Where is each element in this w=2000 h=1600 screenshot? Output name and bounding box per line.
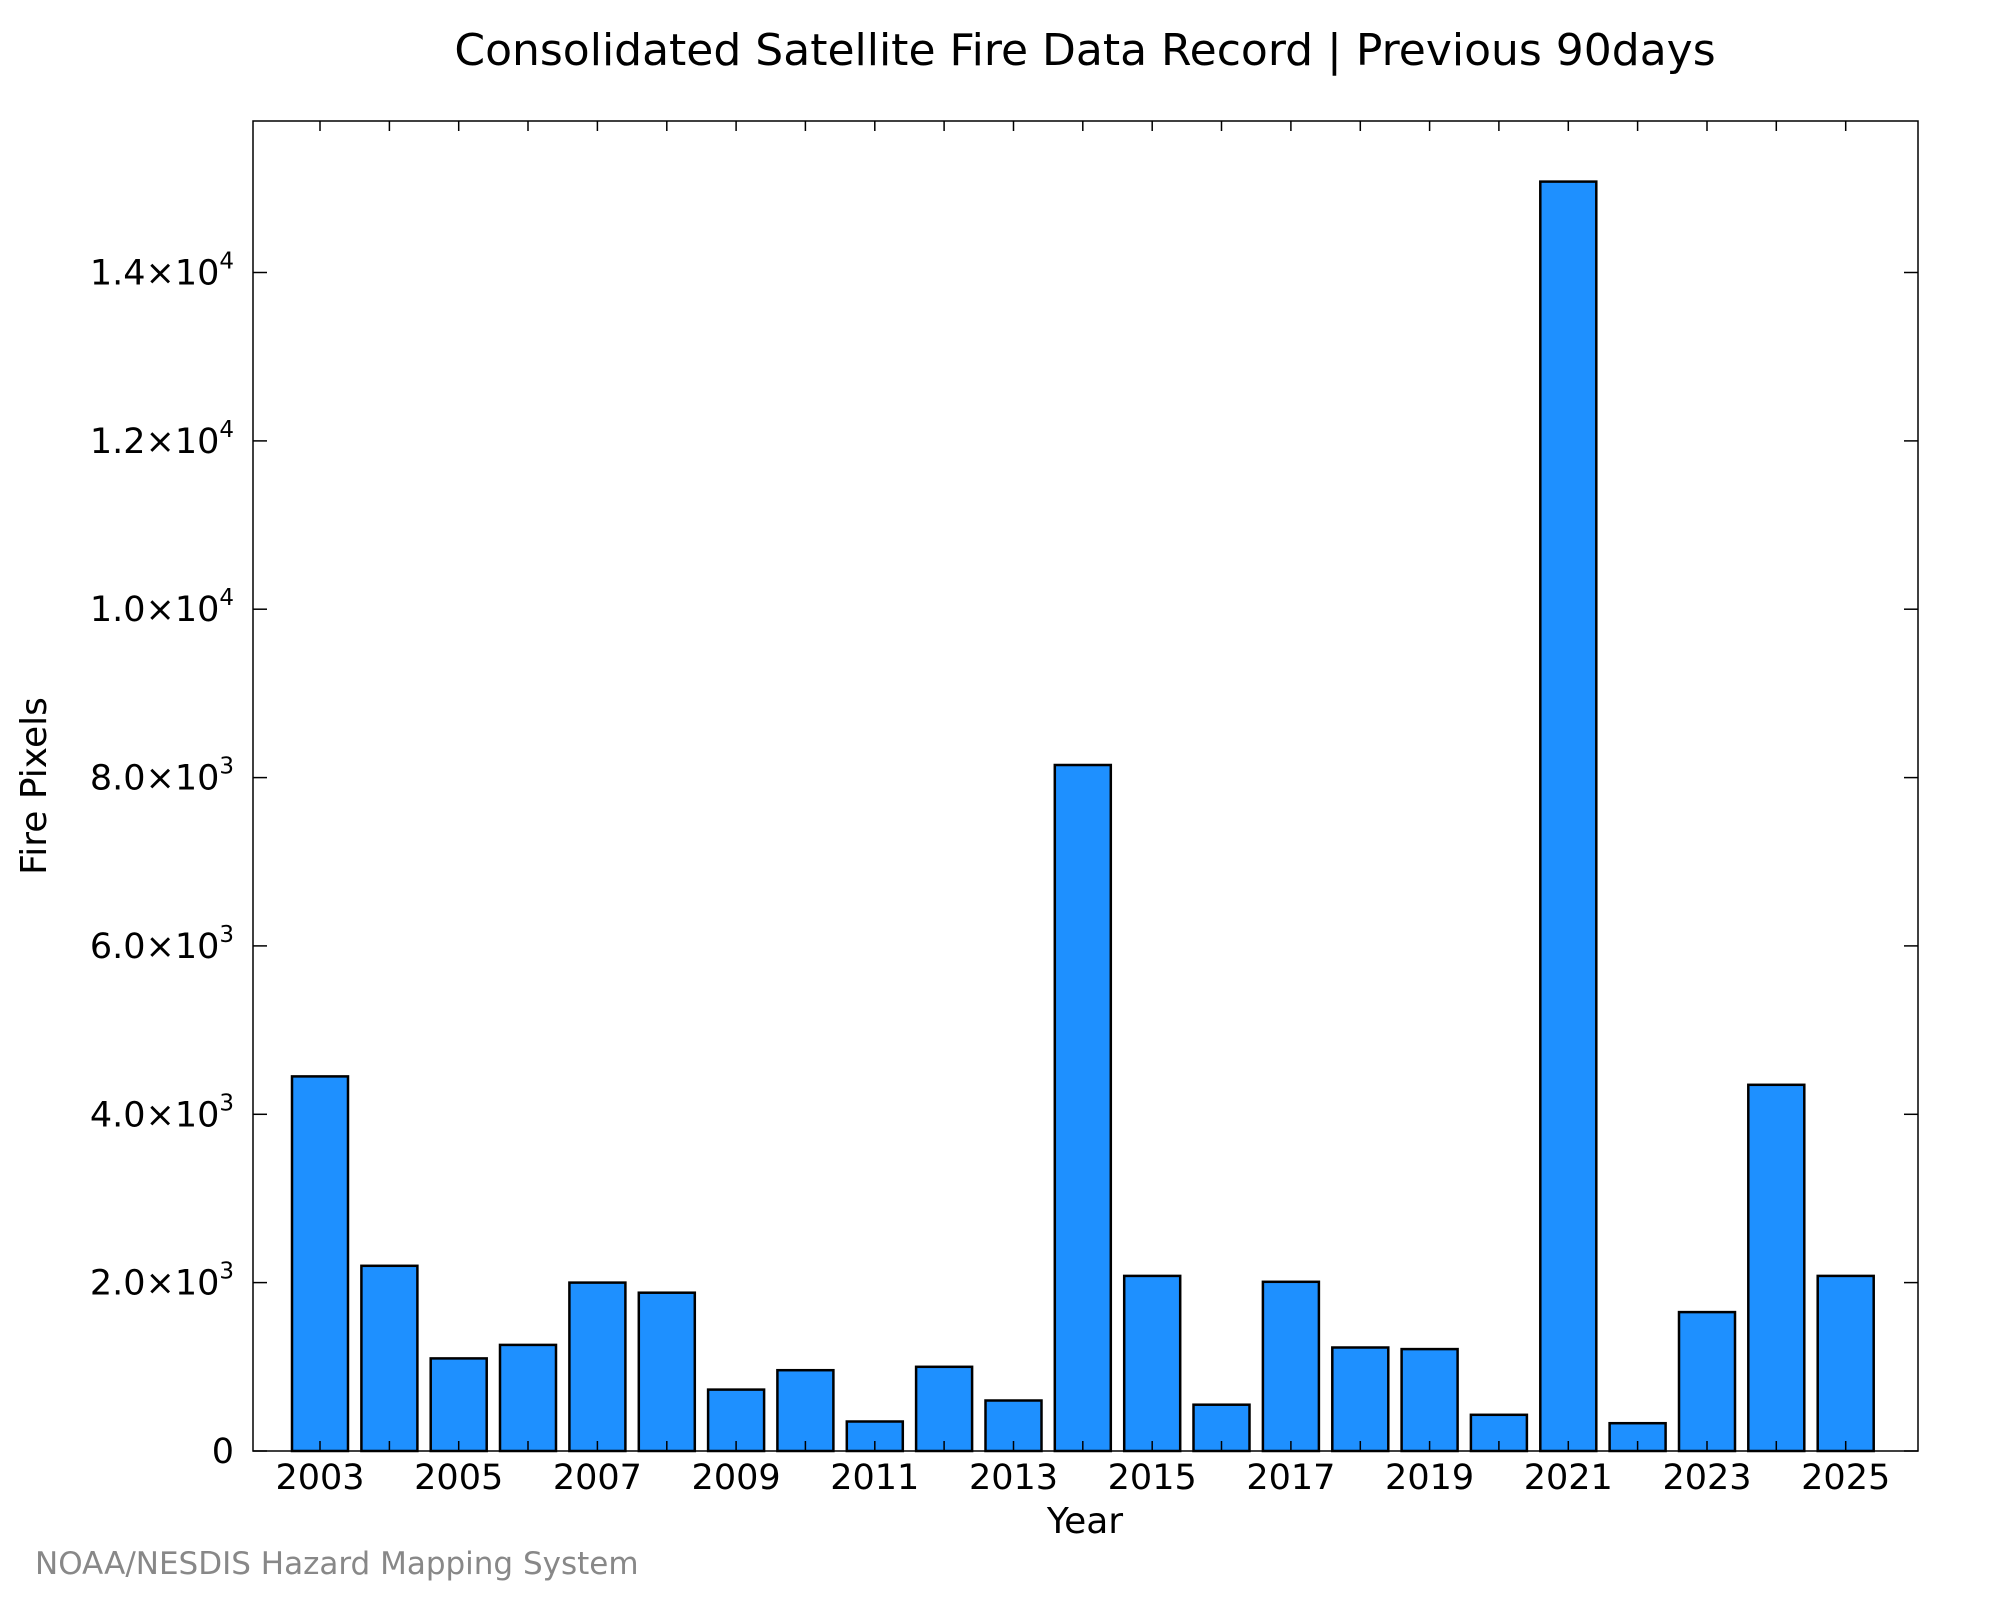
- x-tick-label: 2015: [1108, 1458, 1197, 1498]
- plot-frame: [252, 120, 1919, 1452]
- bar-2008: [637, 1291, 697, 1453]
- y-tick-label: 2.0×103: [90, 1259, 234, 1304]
- y-tick-label: 1.4×104: [90, 249, 234, 294]
- chart-title: Consolidated Satellite Fire Data Record …: [454, 25, 1715, 76]
- bar-2021: [1539, 180, 1598, 1453]
- x-axis-label: Year: [1046, 1501, 1123, 1542]
- y-ticks-group: 0 2.0×103 4.0×103 6.0×103 8.0×103 1.0×104 1.2×…: [90, 249, 1918, 1472]
- bar-2015: [1122, 1274, 1182, 1453]
- bar-2017: [1261, 1280, 1321, 1453]
- y-tick-label: 0: [212, 1432, 234, 1472]
- credit-text: NOAA/NESDIS Hazard Mapping System: [35, 1546, 639, 1582]
- bar-2025: [1816, 1274, 1875, 1453]
- bar-2014: [1053, 763, 1113, 1453]
- bar-2012: [914, 1365, 974, 1453]
- y-tick-label: 1.0×104: [90, 585, 234, 630]
- x-tick-label: 2005: [414, 1458, 503, 1498]
- y-tick-label: 4.0×103: [90, 1090, 234, 1135]
- bar-2005: [429, 1357, 488, 1453]
- x-tick-label: 2023: [1662, 1458, 1751, 1498]
- bar-2018: [1331, 1346, 1390, 1453]
- x-tick-label: 2011: [830, 1458, 919, 1498]
- y-tick-label: 1.2×104: [90, 417, 234, 462]
- bar-2024: [1747, 1083, 1806, 1453]
- bar-2003: [290, 1075, 350, 1453]
- x-ticks-group: 2003 2005 2007 2009 2011 2013 2015 2017 2019 2021…: [275, 121, 1890, 1498]
- y-tick-label: 6.0×103: [90, 922, 234, 967]
- bar-2010: [776, 1368, 835, 1453]
- x-tick-label: 2021: [1524, 1458, 1613, 1498]
- x-tick-label: 2013: [969, 1458, 1058, 1498]
- x-tick-label: 2025: [1801, 1458, 1890, 1498]
- x-tick-label: 2007: [553, 1458, 642, 1498]
- x-tick-label: 2019: [1385, 1458, 1474, 1498]
- bar-2007: [568, 1281, 627, 1453]
- y-axis-label: Fire Pixels: [14, 697, 55, 875]
- x-tick-label: 2017: [1246, 1458, 1335, 1498]
- bar-2023: [1677, 1310, 1737, 1453]
- bar-2019: [1400, 1347, 1459, 1453]
- bars-group: [290, 180, 1875, 1453]
- bar-2006: [498, 1343, 558, 1453]
- x-tick-label: 2003: [275, 1458, 364, 1498]
- y-tick-label: 8.0×103: [90, 754, 234, 799]
- bar-2004: [360, 1264, 419, 1453]
- x-tick-label: 2009: [692, 1458, 781, 1498]
